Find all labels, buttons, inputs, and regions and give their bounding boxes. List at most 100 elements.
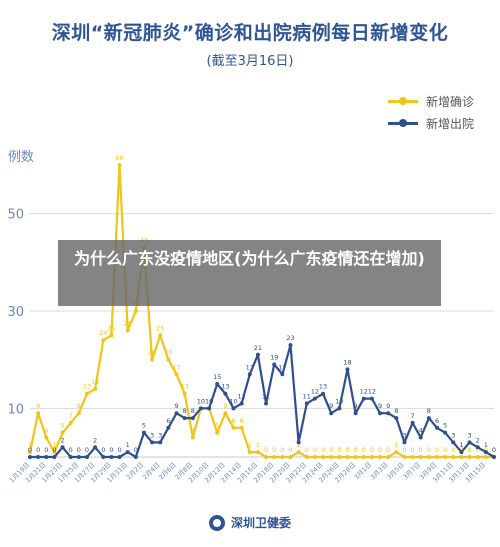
data-point <box>264 401 269 406</box>
data-label: 10 <box>205 397 213 405</box>
data-label: 10 <box>197 397 205 405</box>
data-label: 8 <box>183 407 187 415</box>
data-point <box>84 455 89 459</box>
data-point <box>182 416 187 421</box>
data-point <box>223 391 228 396</box>
series-line-0 <box>28 163 494 459</box>
data-label: 10 <box>229 397 237 405</box>
data-label: 0 <box>77 446 81 454</box>
data-point <box>353 411 358 416</box>
data-point <box>93 386 98 391</box>
data-label: 25 <box>107 324 115 332</box>
data-point <box>76 455 81 459</box>
data-point <box>410 420 415 425</box>
data-label: 0 <box>52 446 56 454</box>
data-point <box>239 425 244 430</box>
data-label: 4 <box>419 427 423 435</box>
legend-label-discharged: 新增出院 <box>426 116 475 131</box>
data-label: 26 <box>124 319 132 327</box>
data-point <box>247 450 252 455</box>
series-line-1 <box>30 344 495 459</box>
data-point <box>101 455 106 459</box>
data-point <box>394 450 399 455</box>
data-label: 14 <box>91 378 99 386</box>
data-point <box>475 445 480 450</box>
data-point <box>272 362 277 367</box>
data-label: 1 <box>484 441 488 449</box>
data-point <box>141 430 146 435</box>
data-point <box>386 411 391 416</box>
health-commission-logo-icon <box>208 514 225 531</box>
data-label: 0 <box>354 446 358 454</box>
data-point <box>215 382 220 386</box>
data-label: 10 <box>335 397 343 405</box>
data-label: 0 <box>476 446 480 454</box>
data-label: 0 <box>427 446 431 454</box>
data-label: 10 <box>197 397 205 405</box>
data-point <box>345 367 350 372</box>
data-label: 12 <box>368 388 376 396</box>
data-point <box>369 455 374 459</box>
legend-item-discharged: 新增出院 <box>388 112 474 134</box>
data-point <box>133 455 138 459</box>
data-point <box>84 391 89 396</box>
data-label: 1 <box>297 441 301 449</box>
data-label: 20 <box>148 349 156 357</box>
data-point <box>60 430 65 435</box>
data-label: 6 <box>240 417 244 425</box>
data-label: 3 <box>402 431 406 439</box>
data-label: 17 <box>246 363 254 371</box>
data-label: 4 <box>44 427 48 435</box>
data-point <box>329 455 334 459</box>
data-point <box>264 455 269 459</box>
data-point <box>483 450 488 455</box>
data-point <box>483 455 488 459</box>
data-label: 0 <box>370 446 374 454</box>
data-point <box>198 406 203 411</box>
legend-swatch-confirmed <box>388 96 418 105</box>
data-label: 5 <box>443 422 447 430</box>
data-point <box>174 411 179 416</box>
data-label: 0 <box>492 446 496 454</box>
data-point <box>443 430 448 435</box>
data-label: 0 <box>459 446 463 454</box>
data-point <box>304 455 309 459</box>
data-point <box>60 445 65 450</box>
data-point <box>426 416 431 421</box>
data-label: 5 <box>215 422 219 430</box>
data-point <box>117 455 122 459</box>
data-label: 9 <box>36 402 40 410</box>
data-label: 20 <box>164 349 172 357</box>
data-label: 0 <box>264 446 268 454</box>
data-point <box>451 455 456 459</box>
data-point <box>52 455 57 459</box>
data-point <box>410 455 415 459</box>
data-point <box>337 406 342 411</box>
data-label: 3 <box>158 431 162 439</box>
data-point <box>158 333 163 338</box>
data-label: 60 <box>115 154 123 162</box>
data-label: 0 <box>117 446 121 454</box>
data-point <box>467 440 472 445</box>
data-point <box>467 455 472 459</box>
footer: 深圳卫健委 <box>0 514 500 531</box>
data-label: 9 <box>77 402 81 410</box>
data-label: 0 <box>321 446 325 454</box>
data-label: 0 <box>337 446 341 454</box>
data-point <box>402 455 407 459</box>
data-label: 0 <box>272 446 276 454</box>
data-label: 0 <box>402 446 406 454</box>
data-label: 0 <box>329 446 333 454</box>
data-point <box>68 455 73 459</box>
data-point <box>166 425 171 430</box>
data-point <box>288 343 293 348</box>
y-tick-label: 50 <box>7 208 24 223</box>
data-point <box>345 455 350 459</box>
data-label: 13 <box>221 383 229 391</box>
data-point <box>280 455 285 459</box>
data-label: 0 <box>36 446 40 454</box>
data-point <box>296 450 301 455</box>
data-label: 5 <box>142 422 146 430</box>
data-point <box>215 430 220 435</box>
